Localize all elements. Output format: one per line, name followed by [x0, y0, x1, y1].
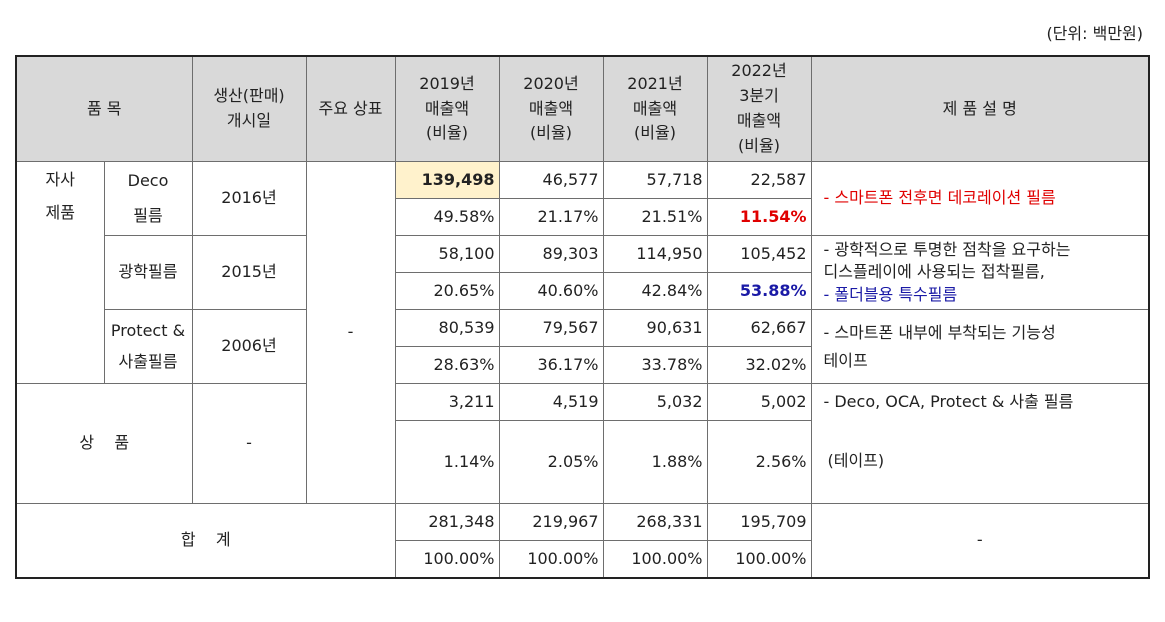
total-sales-cell: 195,709 [706, 503, 812, 541]
header-2022q3: 2022년 3분기 매출액 (비율) [706, 55, 812, 162]
sales-cell: 57,718 [602, 161, 708, 199]
desc-protect: - 스마트폰 내부에 부착되는 기능성 테이프 [810, 309, 1150, 384]
ratio-cell: 33.78% [602, 346, 708, 384]
goods-label: 상 품 [15, 383, 193, 504]
table-row: 상 품 - 3,211 4,519 5,032 5,002 - Deco, OC… [15, 383, 1150, 504]
sales-table: 품 목 생산(판매) 개시일 주요 상표 2019년 매출액 (비율) 2020년 매출… [15, 55, 1150, 579]
total-ratio-cell: 100.00% [394, 540, 500, 579]
header-item: 품 목 [15, 55, 193, 162]
desc-goods-tape: (테이프) [810, 420, 1150, 504]
desc-optical: - 광학적으로 투명한 점착을 요구하는 디스플레이에 사용되는 접착필름, -… [810, 235, 1150, 310]
product-name-protect: Protect & 사출필름 [103, 309, 193, 384]
ratio-cell: 1.88% [602, 420, 708, 504]
ratio-cell: 42.84% [602, 272, 708, 310]
table-row: 20.65% 40.60% 42.84% 53.88% [16, 272, 1149, 310]
header-start-date: 생산(판매) 개시일 [191, 55, 307, 162]
ratio-cell: 2.05% [498, 420, 604, 504]
table-row: Protect & 사출필름 2006년 80,539 79,567 90,631… [16, 309, 1150, 384]
header-row: 품 목 생산(판매) 개시일 주요 상표 2019년 매출액 (비율) 2020년 매출… [15, 55, 1150, 162]
ratio-cell: 20.65% [394, 272, 500, 310]
total-ratio-cell: 100.00% [706, 540, 812, 579]
sales-cell: 58,100 [394, 235, 500, 273]
ratio-cell: 40.60% [498, 272, 604, 310]
table-row: 자사 제품 Deco 필름 2016년 - 139,498 46,577 57,71… [15, 161, 1150, 504]
total-desc: - [810, 503, 1150, 579]
table-row: 광학필름 2015년 58,100 89,303 114,950 105,452… [16, 235, 1150, 310]
ratio-cell: 28.63% [394, 346, 500, 384]
table-row: 합 계 281,348 219,967 268,331 195,709 - [15, 503, 1150, 579]
header-description: 제 품 설 명 [810, 55, 1150, 162]
start-date-deco: 2016년 [191, 161, 307, 236]
sales-cell: 80,539 [394, 309, 500, 347]
table-row: 49.58% 21.17% 21.51% 11.54% [16, 198, 1149, 236]
trademark-value: - [305, 161, 396, 504]
sales-cell: 5,032 [602, 383, 708, 421]
ratio-cell: 2.56% [706, 420, 812, 504]
header-trademark: 주요 상표 [305, 55, 396, 162]
total-sales-cell: 281,348 [394, 503, 500, 541]
desc-deco: - 스마트폰 전후면 데코레이션 필름 [810, 161, 1150, 236]
header-2020: 2020년 매출액 (비율) [498, 55, 604, 162]
total-ratio-cell: 100.00% [602, 540, 708, 579]
header-2021: 2021년 매출액 (비율) [602, 55, 708, 162]
ratio-cell: 11.54% [706, 198, 812, 236]
sales-cell: 89,303 [498, 235, 604, 273]
sales-cell: 114,950 [602, 235, 708, 273]
ratio-cell: 53.88% [706, 272, 812, 310]
sales-cell: 4,519 [498, 383, 604, 421]
sales-cell: 46,577 [498, 161, 604, 199]
product-name-optical: 광학필름 [103, 235, 193, 310]
table-row: 1.14% 2.05% 1.88% 2.56% (테이프) [16, 420, 1150, 504]
sales-cell: 79,567 [498, 309, 604, 347]
product-name-deco: Deco 필름 [103, 161, 193, 236]
own-products-label: 자사 제품 [15, 161, 105, 384]
sales-cell: 105,452 [706, 235, 812, 273]
ratio-cell: 21.51% [602, 198, 708, 236]
total-label: 합 계 [15, 503, 396, 579]
sales-cell: 3,211 [394, 383, 500, 421]
total-ratio-cell: 100.00% [498, 540, 604, 579]
total-sales-cell: 268,331 [602, 503, 708, 541]
goods-start-date: - [191, 383, 307, 504]
sales-cell: 22,587 [706, 161, 812, 199]
total-sales-cell: 219,967 [498, 503, 604, 541]
sales-cell: 62,667 [706, 309, 812, 347]
sales-cell: 5,002 [706, 383, 812, 421]
ratio-cell: 32.02% [706, 346, 812, 384]
unit-label: (단위: 백만원) [1046, 24, 1143, 43]
start-date-optical: 2015년 [191, 235, 307, 310]
ratio-cell: 1.14% [394, 420, 500, 504]
ratio-cell: 21.17% [498, 198, 604, 236]
sales-cell: 139,498 [394, 161, 500, 199]
ratio-cell: 49.58% [394, 198, 500, 236]
ratio-cell: 36.17% [498, 346, 604, 384]
table-row: 28.63% 36.17% 33.78% 32.02% [16, 346, 1149, 384]
desc-goods: - Deco, OCA, Protect & 사출 필름 [810, 383, 1150, 421]
start-date-protect: 2006년 [191, 309, 307, 384]
sales-cell: 90,631 [602, 309, 708, 347]
header-2019: 2019년 매출액 (비율) [394, 55, 500, 162]
table-row: 100.00% 100.00% 100.00% 100.00% [16, 540, 1149, 579]
